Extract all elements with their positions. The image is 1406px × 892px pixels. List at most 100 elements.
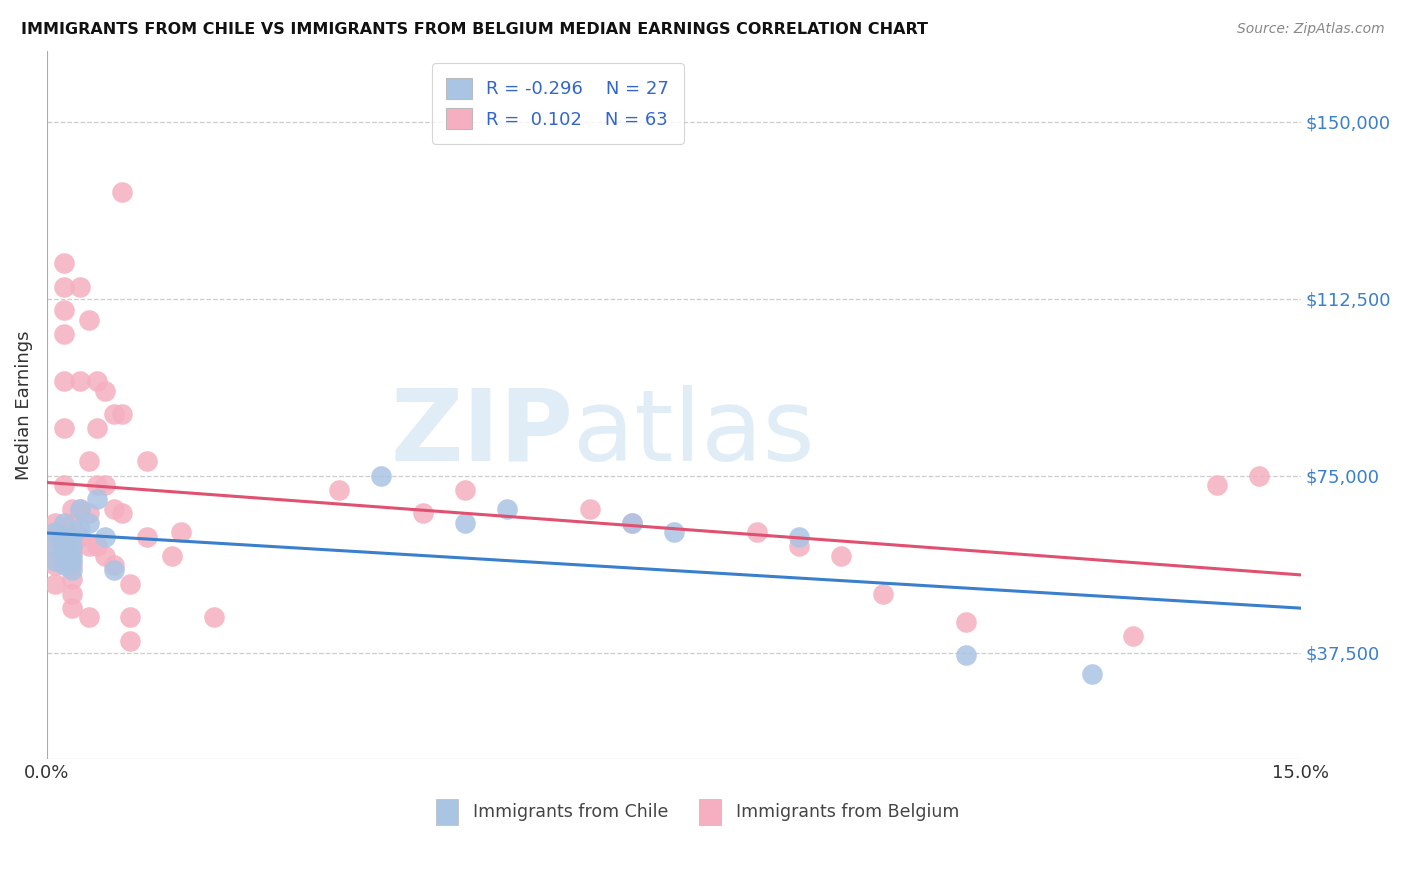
FancyBboxPatch shape: [436, 798, 458, 825]
Point: [955, 615, 977, 629]
Point: [60, 516, 83, 530]
Point: [103, 407, 125, 421]
Point: [787, 540, 810, 554]
Point: [60, 553, 83, 567]
Point: [60, 501, 83, 516]
Point: [77, 313, 100, 327]
Point: [69, 501, 91, 516]
Point: [44, 558, 66, 573]
Point: [111, 186, 134, 200]
Point: [103, 558, 125, 573]
Point: [169, 525, 191, 540]
Y-axis label: Median Earnings: Median Earnings: [15, 330, 32, 480]
Point: [69, 374, 91, 388]
Point: [60, 530, 83, 544]
Point: [328, 483, 350, 497]
Point: [60, 563, 83, 577]
Point: [202, 610, 225, 624]
Point: [370, 468, 392, 483]
Point: [44, 530, 66, 544]
Point: [955, 648, 977, 662]
Text: Immigrants from Chile: Immigrants from Chile: [474, 803, 668, 821]
Point: [120, 610, 142, 624]
Point: [44, 540, 66, 554]
Point: [44, 516, 66, 530]
Point: [662, 525, 685, 540]
Point: [60, 587, 83, 601]
Point: [77, 610, 100, 624]
Point: [495, 501, 517, 516]
Point: [1122, 629, 1144, 643]
Point: [454, 483, 477, 497]
Point: [111, 407, 134, 421]
Point: [52, 558, 75, 573]
Point: [579, 501, 602, 516]
Point: [103, 501, 125, 516]
Point: [60, 540, 83, 554]
Point: [86, 540, 108, 554]
Point: [120, 633, 142, 648]
Point: [44, 553, 66, 567]
Point: [52, 478, 75, 492]
Text: ZIP: ZIP: [391, 384, 574, 482]
Point: [454, 516, 477, 530]
Point: [52, 516, 75, 530]
Point: [69, 279, 91, 293]
Point: [77, 454, 100, 468]
Point: [52, 549, 75, 563]
Text: Source: ZipAtlas.com: Source: ZipAtlas.com: [1237, 22, 1385, 37]
Point: [620, 516, 643, 530]
Point: [69, 520, 91, 534]
Point: [86, 492, 108, 507]
Point: [52, 530, 75, 544]
Point: [60, 549, 83, 563]
Point: [86, 421, 108, 435]
Point: [86, 374, 108, 388]
Point: [162, 549, 184, 563]
Point: [44, 544, 66, 558]
Point: [136, 454, 159, 468]
Point: [86, 478, 108, 492]
Point: [52, 256, 75, 270]
Text: IMMIGRANTS FROM CHILE VS IMMIGRANTS FROM BELGIUM MEDIAN EARNINGS CORRELATION CHA: IMMIGRANTS FROM CHILE VS IMMIGRANTS FROM…: [21, 22, 928, 37]
Point: [747, 525, 769, 540]
Point: [77, 516, 100, 530]
Point: [77, 507, 100, 521]
Text: Immigrants from Belgium: Immigrants from Belgium: [737, 803, 960, 821]
Point: [60, 558, 83, 573]
Point: [60, 573, 83, 587]
Point: [412, 507, 434, 521]
Point: [1080, 667, 1102, 681]
Point: [620, 516, 643, 530]
Legend: R = -0.296    N = 27, R =  0.102    N = 63: R = -0.296 N = 27, R = 0.102 N = 63: [432, 63, 683, 144]
Point: [94, 530, 117, 544]
Point: [52, 374, 75, 388]
Point: [44, 525, 66, 540]
Point: [94, 478, 117, 492]
Point: [44, 577, 66, 591]
Point: [77, 540, 100, 554]
Point: [94, 384, 117, 398]
Point: [1247, 468, 1270, 483]
Point: [136, 530, 159, 544]
Point: [111, 507, 134, 521]
Point: [830, 549, 852, 563]
Point: [787, 530, 810, 544]
Point: [103, 563, 125, 577]
Point: [120, 577, 142, 591]
Point: [60, 600, 83, 615]
Point: [52, 303, 75, 318]
Point: [69, 501, 91, 516]
Point: [52, 540, 75, 554]
Point: [1206, 478, 1229, 492]
Text: atlas: atlas: [574, 384, 815, 482]
Point: [60, 544, 83, 558]
Point: [60, 530, 83, 544]
Point: [52, 279, 75, 293]
Point: [52, 326, 75, 341]
FancyBboxPatch shape: [699, 798, 721, 825]
Point: [872, 587, 894, 601]
Point: [94, 549, 117, 563]
Point: [69, 530, 91, 544]
Point: [52, 421, 75, 435]
